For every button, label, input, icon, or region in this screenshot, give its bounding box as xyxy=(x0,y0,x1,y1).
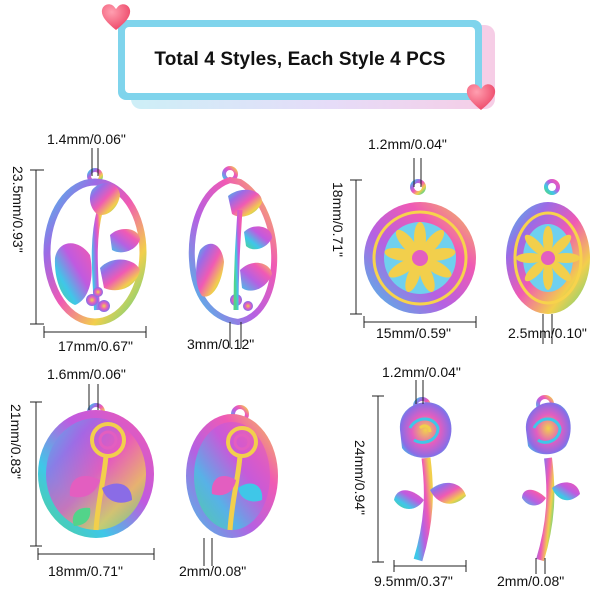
rose-stem-height-label: 24mm/0.94" xyxy=(352,440,368,516)
daisy-hole-label: 1.2mm/0.04" xyxy=(368,136,447,152)
daisy-height-label: 18mm/0.71" xyxy=(330,182,346,258)
rose-coin-hole-label: 1.6mm/0.06" xyxy=(47,366,126,382)
tulip-pendant-side xyxy=(188,166,278,326)
daisy-pendant-front xyxy=(364,179,476,314)
heart-icon xyxy=(466,84,496,110)
heart-icon xyxy=(101,4,131,30)
daisy-pendant-side xyxy=(506,179,590,314)
daisy-width-label: 15mm/0.59" xyxy=(376,325,452,341)
tulip-dimension-lines xyxy=(30,148,242,348)
rose-coin-pendant-side xyxy=(186,405,278,538)
rose-coin-thickness-label: 2mm/0.08" xyxy=(179,563,247,579)
rose-stem-pendant-front xyxy=(394,397,466,562)
rose-stem-hole-label: 1.2mm/0.04" xyxy=(382,364,461,380)
banner-title: Total 4 Styles, Each Style 4 PCS xyxy=(154,49,446,70)
tulip-hole-label: 1.4mm/0.06" xyxy=(47,131,126,147)
rose-coin-width-label: 18mm/0.71" xyxy=(48,563,124,579)
tulip-pendant-front xyxy=(43,168,147,326)
rose-coin-pendant-front xyxy=(38,403,154,538)
rose-coin-dimension-lines xyxy=(30,384,213,566)
rose-coin-height-label: 21mm/0.83" xyxy=(8,404,24,480)
tulip-thickness-label: 3mm/0.12" xyxy=(187,336,255,352)
tulip-height-label: 23.5mm/0.93" xyxy=(10,166,26,253)
daisy-thickness-label: 2.5mm/0.10" xyxy=(508,325,587,341)
rose-stem-width-label: 9.5mm/0.37" xyxy=(374,573,453,589)
rose-stem-thickness-label: 2mm/0.08" xyxy=(497,573,565,589)
title-banner-inner: Total 4 Styles, Each Style 4 PCS xyxy=(125,27,475,93)
daisy-dimension-lines xyxy=(350,158,553,344)
rose-stem-dimension-lines xyxy=(372,380,546,574)
tulip-width-label: 17mm/0.67" xyxy=(58,338,134,354)
rose-stem-pendant-side xyxy=(522,395,580,562)
